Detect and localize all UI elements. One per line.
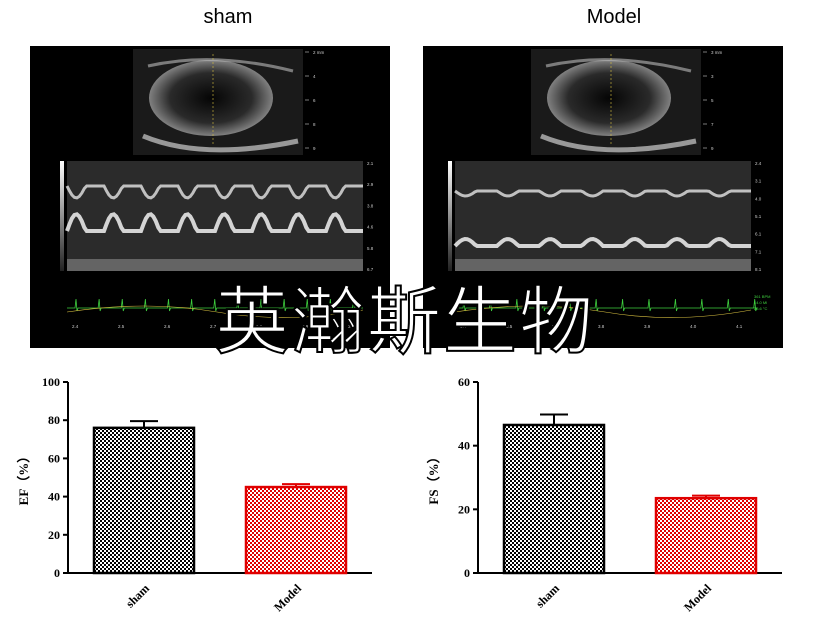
time-tick-label: 4.0 xyxy=(690,324,697,329)
ecg-readout: 14.0 MI xyxy=(754,300,767,305)
mmode-tick-label: 5.1 xyxy=(755,214,762,219)
y-tick-label: 40 xyxy=(48,490,60,504)
mmode-tick-label: 5.8 xyxy=(367,246,374,251)
pericardium-band xyxy=(67,259,363,271)
y-tick-label: 0 xyxy=(54,566,60,580)
ecg-trace xyxy=(67,298,363,312)
depth-tick-label: 4 xyxy=(313,74,316,79)
y-tick-label: 40 xyxy=(458,439,470,453)
x-tick-label: Model xyxy=(681,581,714,614)
depth-tick-label: 5 xyxy=(711,98,714,103)
time-tick-label: 3.7 xyxy=(552,324,559,329)
time-tick-label: 3.8 xyxy=(598,324,605,329)
time-tick-label: 4.1 xyxy=(736,324,743,329)
posterior-wall-trace xyxy=(65,212,363,233)
time-tick-label: 3.5 xyxy=(506,324,513,329)
depth-tick-label: 7 xyxy=(711,122,714,127)
y-tick-label: 0 xyxy=(464,566,470,580)
echo-drawing: 2 mm 4 6 8 9 2.1 2.9 3.8 4.6 5.8 6.7 2.4 2.5 2.6 2.7 2.… xyxy=(60,49,374,329)
depth-tick-label: 8 xyxy=(313,122,316,127)
panel-title-model: Model xyxy=(586,6,642,28)
ef-bar-chart: 0 20 40 60 80 100 EF（%） sham Model xyxy=(0,368,400,633)
mmode-tick-label: 2.1 xyxy=(367,161,374,166)
mmode-strip xyxy=(455,161,751,271)
echo-image-model: 3 mm 3 5 7 9 2.4 3.1 4.0 5.1 6.1 7.1 8.1 3.4 3.5 3.7 3.… xyxy=(423,46,783,348)
y-tick-label: 20 xyxy=(458,502,470,516)
depth-tick-label: 9 xyxy=(313,146,316,151)
mmode-tick-label: 4.0 xyxy=(755,196,762,201)
anterior-wall-trace xyxy=(65,184,363,200)
y-tick-label: 60 xyxy=(48,451,60,465)
pericardium-band xyxy=(455,259,751,271)
time-tick-label: 2.4 xyxy=(72,324,79,329)
ecg-trace xyxy=(455,298,758,312)
mmode-tick-label: 3.8 xyxy=(367,203,374,208)
bar-model xyxy=(244,485,348,575)
time-tick-label: 3.4 xyxy=(460,324,467,329)
depth-tick-label: 9 xyxy=(711,146,714,151)
mmode-tick-label: 2.9 xyxy=(367,182,374,187)
y-tick-label: 100 xyxy=(42,375,60,389)
mmode-tick-label: 8.1 xyxy=(755,267,762,272)
y-axis-label: FS（%） xyxy=(426,450,441,504)
y-tick-label: 20 xyxy=(48,528,60,542)
time-tick-label: 2.8 xyxy=(256,324,263,329)
mmode-tick-label: 6.1 xyxy=(755,232,762,237)
time-tick-label: 3.0 xyxy=(348,324,355,329)
echo-image-sham: 2 mm 4 6 8 9 2.1 2.9 3.8 4.6 5.8 6.7 2.4 2.5 2.6 2.7 2.… xyxy=(30,46,390,348)
x-tick-label: Model xyxy=(271,581,304,614)
ecg-readout: 361 BPM xyxy=(754,294,770,299)
ecg-readout: 23.6 °C xyxy=(754,306,767,311)
y-axis-label: EF（%） xyxy=(16,450,31,506)
myocardium-wall-top xyxy=(545,58,692,73)
depth-tick-label: 6 xyxy=(313,98,316,103)
time-tick-label: 2.5 xyxy=(118,324,125,329)
mmode-tick-label: 4.6 xyxy=(367,225,374,230)
watermark-text: 英瀚斯生物 xyxy=(214,278,595,366)
y-tick-label: 60 xyxy=(458,375,470,389)
gray-scale-bar xyxy=(448,161,452,271)
ventricle-cavity xyxy=(149,60,273,136)
panel-title-sham: sham xyxy=(203,6,253,28)
time-tick-label: 2.6 xyxy=(164,324,171,329)
ventricle-cavity xyxy=(547,60,671,136)
mmode-tick-label: 7.1 xyxy=(755,249,762,254)
mmode-tick-label: 2.4 xyxy=(755,161,762,166)
y-tick-label: 80 xyxy=(48,413,60,427)
time-tick-label: 3.9 xyxy=(644,324,651,329)
posterior-wall-trace xyxy=(453,236,751,248)
time-tick-label: 2.7 xyxy=(210,324,217,329)
bar-sham xyxy=(502,423,606,575)
bar-sham xyxy=(92,426,196,575)
anterior-wall-trace xyxy=(454,189,751,198)
depth-tick-label: 3 mm xyxy=(711,50,723,55)
myocardium-wall xyxy=(142,133,299,153)
respiration-trace xyxy=(454,305,752,318)
depth-tick-label: 2 mm xyxy=(313,50,325,55)
x-tick-label: sham xyxy=(123,581,152,610)
x-tick-label: sham xyxy=(533,581,562,610)
respiration-trace xyxy=(66,305,364,318)
mmode-tick-label: 3.1 xyxy=(755,179,762,184)
fs-bar-chart: 0 20 40 60 FS（%） sham Model xyxy=(410,368,810,633)
gray-scale-bar xyxy=(60,161,64,271)
myocardium-wall-top xyxy=(147,58,294,73)
mmode-tick-label: 6.7 xyxy=(367,267,374,272)
bar-model xyxy=(654,496,758,575)
time-tick-label: 2.9 xyxy=(302,324,309,329)
depth-tick-label: 3 xyxy=(711,74,714,79)
myocardium-wall xyxy=(540,133,697,153)
echo-drawing: 3 mm 3 5 7 9 2.4 3.1 4.0 5.1 6.1 7.1 8.1 3.4 3.5 3.7 3.… xyxy=(448,49,770,329)
